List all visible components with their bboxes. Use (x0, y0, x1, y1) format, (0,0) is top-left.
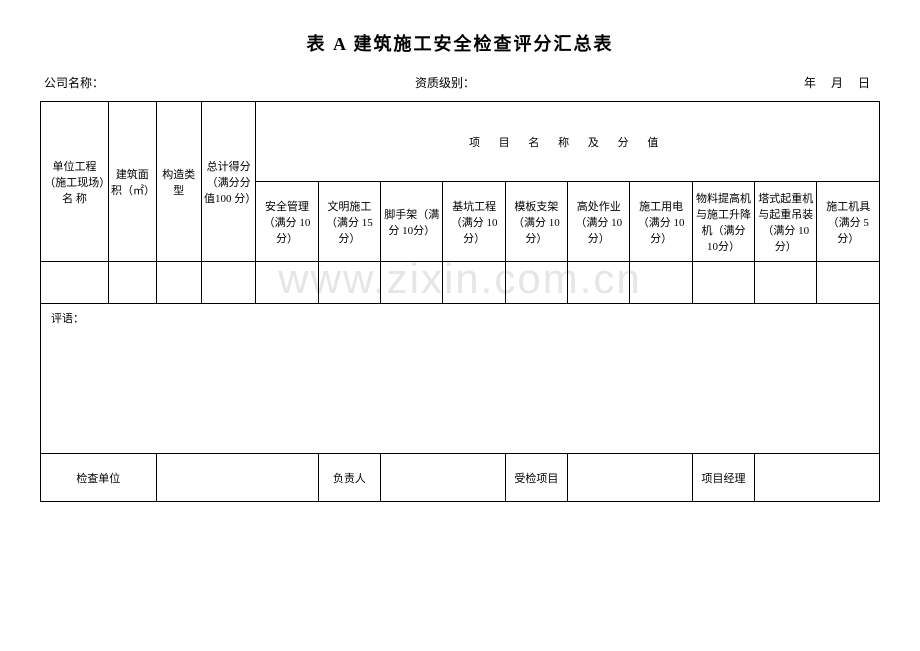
col-project-name: 单位工程（施工现场）名 称 (41, 102, 109, 262)
subcol-electric: 施工用电（满分 10分） (630, 182, 692, 262)
col-total-score: 总计得分（满分分值100 分） (201, 102, 255, 262)
subcol-safety: 安全管理（满分 10分） (256, 182, 318, 262)
company-label: 公司名称： (44, 74, 355, 91)
col-structure-type: 构造类型 (156, 102, 201, 262)
table-data-row (41, 262, 880, 304)
footer-inspection-unit-value (156, 454, 318, 502)
header-info-row: 公司名称： 资质级别： 年 月 日 (40, 74, 880, 91)
subcol-formwork: 模板支架（满分 10分） (505, 182, 567, 262)
comments-row: 评语： (41, 304, 880, 454)
footer-manager-label: 项目经理 (692, 454, 754, 502)
document-title: 表 A 建筑施工安全检查评分汇总表 (40, 30, 880, 56)
footer-responsible-value (381, 454, 506, 502)
cell-empty (109, 262, 157, 304)
footer-row: 检查单位 负责人 受检项目 项目经理 (41, 454, 880, 502)
cell-empty (381, 262, 443, 304)
subcol-height: 高处作业（满分 10分） (568, 182, 630, 262)
subcol-scaffold: 脚手架（满分 10分） (381, 182, 443, 262)
cell-empty (568, 262, 630, 304)
date-label: 年 月 日 (726, 74, 876, 91)
subcol-hoist: 物料提高机与施工升降机（满分 10分） (692, 182, 754, 262)
footer-responsible-label: 负责人 (318, 454, 380, 502)
col-group-header: 项 目 名 称 及 分 值 (256, 102, 880, 182)
comments-cell: 评语： (41, 304, 880, 454)
footer-project-value (568, 454, 693, 502)
score-table: 单位工程（施工现场）名 称 建筑面积（㎡） 构造类型 总计得分（满分分值100 … (40, 101, 880, 502)
subcol-crane: 塔式起重机与起重吊装（满分 10分） (755, 182, 817, 262)
cell-empty (692, 262, 754, 304)
cell-empty (201, 262, 255, 304)
cell-empty (505, 262, 567, 304)
cell-empty (630, 262, 692, 304)
footer-manager-value (755, 454, 880, 502)
footer-inspection-unit-label: 检查单位 (41, 454, 157, 502)
cell-empty (41, 262, 109, 304)
subcol-civilized: 文明施工（满分 15分） (318, 182, 380, 262)
qualification-label: 资质级别： (355, 74, 726, 91)
subcol-foundation: 基坑工程（满分 10分） (443, 182, 505, 262)
cell-empty (817, 262, 880, 304)
cell-empty (156, 262, 201, 304)
cell-empty (443, 262, 505, 304)
table-header-row-1: 单位工程（施工现场）名 称 建筑面积（㎡） 构造类型 总计得分（满分分值100 … (41, 102, 880, 182)
document-content: 表 A 建筑施工安全检查评分汇总表 公司名称： 资质级别： 年 月 日 单位工程… (40, 30, 880, 502)
subcol-tools: 施工机具（满分 5 分） (817, 182, 880, 262)
footer-project-label: 受检项目 (505, 454, 567, 502)
cell-empty (256, 262, 318, 304)
cell-empty (318, 262, 380, 304)
cell-empty (755, 262, 817, 304)
col-area: 建筑面积（㎡） (109, 102, 157, 262)
